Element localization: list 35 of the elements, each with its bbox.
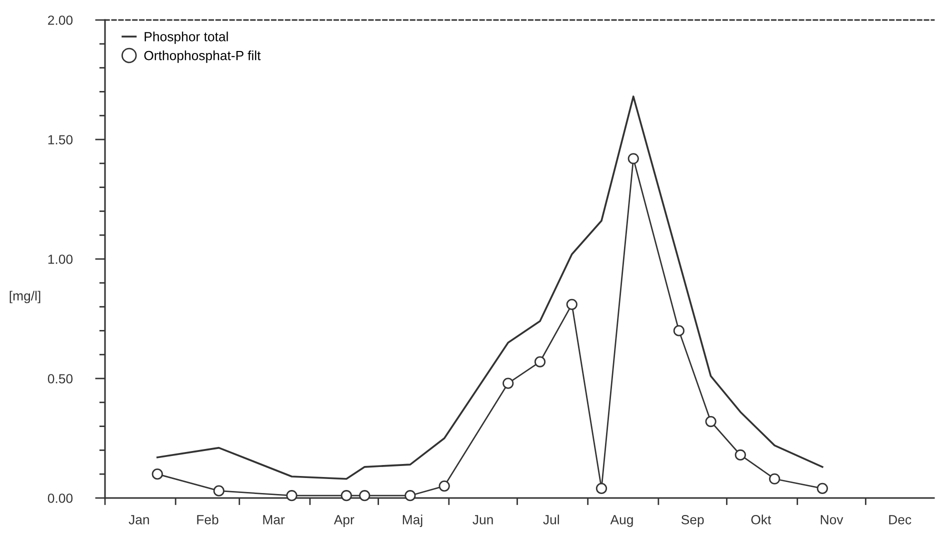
- point: [628, 153, 639, 164]
- point: [438, 480, 450, 492]
- point: [705, 416, 716, 428]
- x-tick-label: Nov: [820, 515, 844, 524]
- point: [286, 490, 298, 502]
- point: [502, 378, 514, 389]
- y-tick-label: 1.00: [48, 254, 73, 264]
- point: [596, 482, 608, 494]
- x-tick-label: Dec: [889, 515, 912, 524]
- point: [404, 490, 416, 502]
- point: [359, 490, 370, 502]
- y-tick-label: 1.50: [48, 135, 73, 144]
- x-tick-label: Jun: [472, 515, 493, 524]
- y-tick-label: 2.00: [48, 16, 73, 25]
- x-tick-label: Okt: [751, 514, 772, 524]
- y-axis-title: [mg/l]: [10, 290, 40, 304]
- point: [566, 298, 578, 310]
- x-tick-label: Mar: [263, 515, 285, 524]
- point: [816, 482, 828, 494]
- legend-label: Orthophosphat-P filt: [144, 50, 261, 63]
- x-tick-label: Feb: [197, 514, 218, 524]
- y-tick-label: 0.50: [48, 374, 73, 384]
- x-tick-label: Maj: [402, 514, 422, 527]
- x-tick-label: Jul: [543, 514, 559, 524]
- legend-label: Phosphor total: [144, 32, 228, 44]
- point: [534, 356, 546, 368]
- point: [769, 473, 780, 484]
- point: [673, 325, 684, 336]
- x-tick-label: Apr: [334, 515, 354, 527]
- x-tick-label: Aug: [610, 515, 633, 527]
- point: [734, 449, 746, 461]
- point: [340, 490, 352, 502]
- y-tick-label: 0.00: [48, 494, 73, 503]
- x-tick-label: Jan: [128, 515, 149, 524]
- x-tick-label: Sep: [681, 515, 704, 527]
